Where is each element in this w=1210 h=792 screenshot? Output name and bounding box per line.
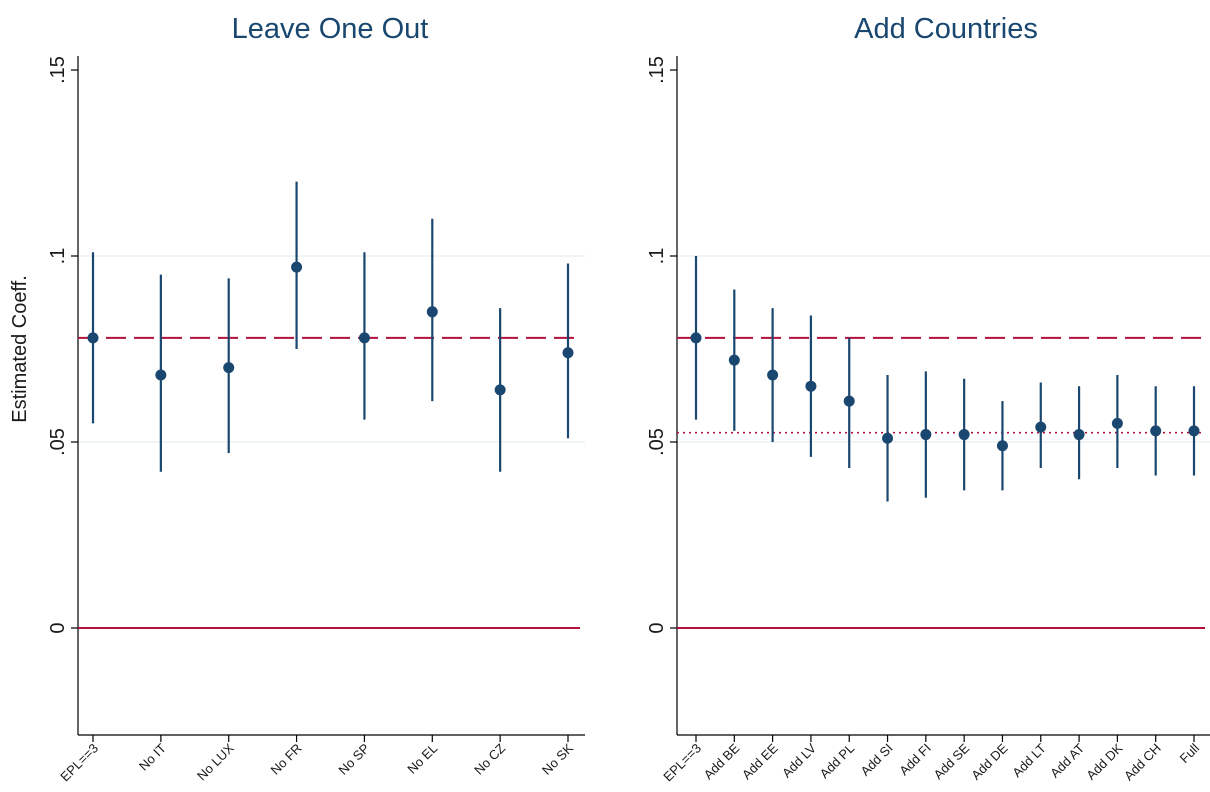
panel2-x-tick-label: Add DE: [968, 740, 1011, 783]
panel1-y-tick-label: .15: [47, 56, 69, 84]
panel2-x-tick-label: Add CH: [1121, 741, 1164, 784]
panel2-point: [843, 395, 855, 407]
panel2-x-tick-label: Add FI: [896, 741, 934, 779]
panel2-point: [690, 332, 702, 344]
panel2-point: [767, 369, 779, 381]
panel1-point: [223, 362, 235, 374]
panel1-y-tick-label: .1: [47, 248, 69, 265]
panel1-point: [494, 384, 506, 396]
panel2-point: [728, 354, 740, 366]
panel1-x-tick-label: No SP: [335, 741, 372, 778]
panel2-x-tick-label: Add SI: [857, 741, 895, 779]
panel1-y-axis-label: Estimated Coeff.: [9, 275, 31, 422]
panel2-title: Add Countries: [854, 13, 1038, 45]
panel2-point: [996, 440, 1008, 452]
panel1-x-tick-label: No LUX: [194, 740, 237, 783]
panel1-x-tick-label: No FR: [268, 741, 305, 778]
panel2-x-tick-label: Add AT: [1047, 740, 1087, 780]
panel2-y-tick-label: .15: [646, 56, 668, 84]
panel1-y-tick-label: .05: [47, 428, 69, 456]
panel1-point: [87, 332, 99, 344]
panel2-x-tick-label: Full: [1177, 740, 1202, 765]
panel1-x-tick-label: No CZ: [471, 740, 508, 777]
panel1-point: [358, 332, 370, 344]
panel1-point: [155, 369, 167, 381]
panel1-title: Leave One Out: [232, 13, 429, 45]
panel2-point: [882, 432, 894, 444]
panel1-x-tick-label: EPL==3: [57, 741, 101, 785]
panel1-x-tick-label: No IT: [136, 740, 169, 773]
panel1-point: [562, 347, 574, 359]
panel2-x-tick-label: Add LV: [779, 740, 819, 780]
panel2-y-tick-label: 0: [646, 622, 668, 633]
panel2-point: [1188, 425, 1200, 437]
panel2-point: [920, 429, 932, 441]
panel2-x-tick-label: Add BE: [701, 740, 743, 782]
panel2-x-tick-label: Add EE: [739, 740, 781, 782]
panel1-point: [426, 306, 438, 318]
panel2-point: [805, 380, 817, 392]
panel2-y-tick-label: .1: [646, 248, 668, 265]
panel2-x-tick-label: Add LT: [1009, 740, 1049, 780]
panel2-point: [1111, 417, 1123, 429]
panel2-x-tick-label: EPL==3: [660, 741, 704, 785]
panel1-x-tick-label: No SK: [539, 740, 576, 777]
panel2-y-tick-label: .05: [646, 428, 668, 456]
panel2-x-tick-label: Add SE: [930, 740, 972, 782]
panel2-point: [1150, 425, 1162, 437]
panel2-point: [1035, 421, 1047, 433]
panel2-point: [1073, 429, 1085, 441]
panel2-x-tick-label: Add PL: [817, 741, 858, 782]
panel1-point: [291, 261, 303, 273]
panel2-x-tick-label: Add DK: [1083, 740, 1126, 783]
panel1-y-tick-label: 0: [47, 622, 69, 633]
panel2-point: [958, 429, 970, 441]
panel1-x-tick-label: No EL: [404, 741, 440, 777]
